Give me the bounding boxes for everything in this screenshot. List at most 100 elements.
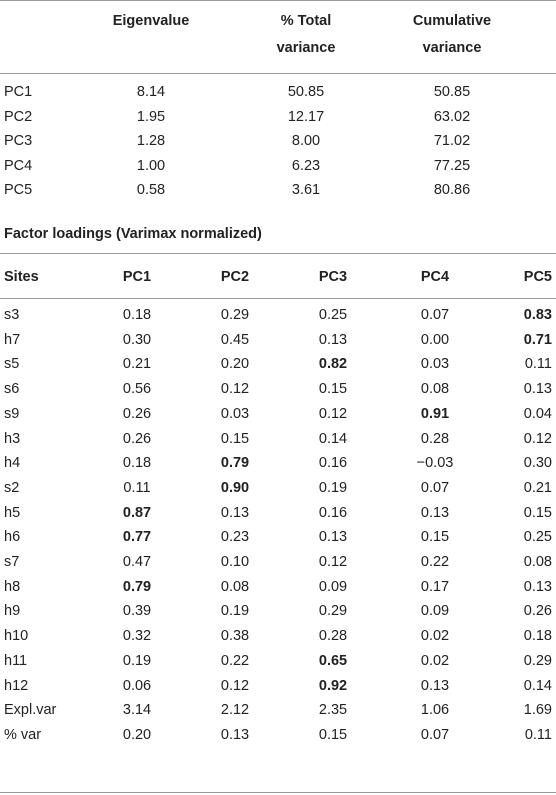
column-header: PC1 [122, 269, 152, 285]
table-cell: −0.03 [416, 455, 454, 472]
row-label: PC3 [4, 133, 33, 149]
table-cell: 12.17 [287, 108, 325, 125]
table-cell: 0.29 [523, 652, 552, 669]
table-cell: 0.26 [122, 430, 152, 447]
row-label: s6 [4, 381, 20, 398]
table-cell: 0.18 [122, 455, 152, 472]
column-header: % Total [280, 13, 332, 29]
table-cell: 0.79 [220, 455, 250, 472]
column-header: PC4 [420, 269, 450, 285]
column-header: Eigenvalue [112, 13, 190, 29]
row-label: h4 [4, 455, 21, 472]
table-cell: 0.25 [523, 529, 552, 546]
table-cell: 0.28 [420, 430, 450, 447]
table-cell: 0.02 [420, 652, 450, 669]
row-label: PC1 [4, 84, 33, 100]
table-cell: 1.28 [136, 133, 166, 149]
table-cell: 0.47 [122, 554, 152, 570]
bottom-rule [0, 792, 556, 793]
table-cell: 0.77 [122, 529, 152, 546]
row-label: PC2 [4, 108, 33, 125]
loadings-header-rule [0, 298, 556, 299]
row-label: s5 [4, 356, 20, 373]
row-label: s9 [4, 405, 20, 422]
row-label: s3 [4, 307, 20, 323]
table-cell: 0.83 [523, 307, 552, 323]
column-header: PC2 [220, 269, 250, 285]
table-cell: 0.22 [420, 554, 450, 570]
table-cell: 0.15 [220, 430, 250, 447]
table-cell: 0.10 [220, 554, 250, 570]
table-cell: 0.13 [420, 677, 450, 694]
table-cell: 0.16 [318, 504, 348, 521]
table-cell: 0.15 [420, 529, 450, 546]
table-cell: 2.35 [318, 702, 348, 719]
table-cell: 0.13 [420, 504, 450, 521]
table-cell: 0.09 [318, 578, 348, 595]
top-rule [0, 0, 556, 1]
table-cell: 0.29 [318, 603, 348, 620]
table-cell: 50.85 [433, 84, 471, 100]
row-label: h6 [4, 529, 21, 546]
table-cell: 0.03 [420, 356, 450, 373]
row-label: PC4 [4, 157, 33, 174]
column-header: Sites [4, 269, 39, 285]
table-cell: 0.07 [420, 307, 450, 323]
table-cell: 63.02 [433, 108, 471, 125]
table-cell: 0.12 [220, 677, 250, 694]
table-cell: 0.11 [524, 356, 552, 373]
table-cell: 0.00 [420, 331, 450, 348]
row-label: h9 [4, 603, 21, 620]
column-header: variance [276, 40, 336, 56]
table-cell: 0.12 [220, 381, 250, 398]
table-cell: 0.14 [318, 430, 348, 447]
table-cell: 0.03 [220, 405, 250, 422]
column-header: PC5 [523, 269, 552, 285]
table-cell: 0.56 [122, 381, 152, 398]
table-cell: 0.02 [420, 628, 450, 645]
row-label: h3 [4, 430, 21, 447]
row-label: PC5 [4, 182, 33, 198]
table-cell: 8.00 [291, 133, 321, 149]
row-label: h7 [4, 331, 21, 348]
row-label: h12 [4, 677, 29, 694]
table-cell: 0.65 [318, 652, 348, 669]
table-cell: 80.86 [433, 182, 471, 198]
table-cell: 0.28 [318, 628, 348, 645]
column-header: Cumulative [412, 13, 492, 29]
table-cell: 0.29 [220, 307, 250, 323]
table-cell: 3.14 [122, 702, 152, 719]
table-cell: 0.30 [122, 331, 152, 348]
table-cell: 0.26 [122, 405, 152, 422]
table-cell: 0.12 [318, 554, 348, 570]
table-cell: 0.21 [122, 356, 152, 373]
table-cell: 6.23 [291, 157, 321, 174]
table-cell: 0.07 [420, 479, 450, 496]
table-cell: 0.17 [420, 578, 450, 595]
table-cell: 0.15 [318, 726, 348, 743]
column-header: variance [422, 40, 482, 56]
table-cell: 0.15 [523, 504, 552, 521]
row-label: h11 [4, 652, 28, 669]
table-cell: 0.45 [220, 331, 250, 348]
table-cell: 0.11 [524, 726, 552, 743]
table-cell: 1.95 [136, 108, 166, 125]
table-cell: 77.25 [433, 157, 471, 174]
column-header: PC3 [318, 269, 348, 285]
table-cell: 0.23 [220, 529, 250, 546]
table-cell: 0.79 [122, 578, 152, 595]
table-cell: 0.12 [318, 405, 348, 422]
table-cell: 71.02 [433, 133, 471, 149]
table-cell: 1.06 [420, 702, 450, 719]
table-cell: 0.14 [523, 677, 552, 694]
table-cell: 0.08 [220, 578, 250, 595]
table-cell: 0.19 [122, 652, 152, 669]
table-cell: 0.91 [420, 405, 450, 422]
table-cell: 0.06 [122, 677, 152, 694]
row-label: h5 [4, 504, 21, 521]
row-label: h8 [4, 578, 21, 595]
table-cell: 0.13 [318, 529, 348, 546]
table-cell: 0.90 [220, 479, 250, 496]
table-cell: 0.18 [122, 307, 152, 323]
table-cell: 2.12 [220, 702, 250, 719]
